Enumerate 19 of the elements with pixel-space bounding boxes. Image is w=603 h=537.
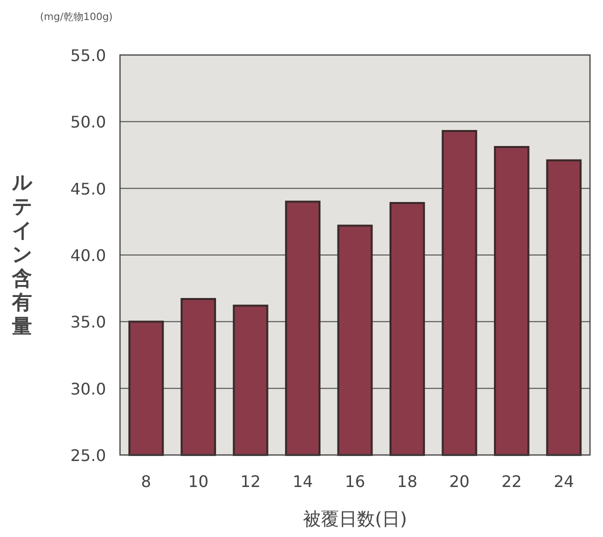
x-tick-label: 16 xyxy=(344,472,366,491)
x-axis-title: 被覆日数(日) xyxy=(302,509,408,530)
x-tick-label: 20 xyxy=(449,472,470,491)
y-tick-label: 40.0 xyxy=(70,246,106,265)
y-tick-label: 35.0 xyxy=(70,312,106,332)
x-tick-label: 8 xyxy=(141,472,152,491)
y-tick-label: 25.0 xyxy=(70,446,106,465)
y-tick-label: 30.0 xyxy=(70,379,106,398)
y-tick-label: 45.0 xyxy=(70,179,106,198)
y-axis-title: ルテイン含有量 xyxy=(11,170,33,338)
x-tick-label: 10 xyxy=(188,472,209,491)
x-tick-label: 14 xyxy=(292,472,313,491)
y-tick-label: 50.0 xyxy=(70,112,106,132)
x-tick-label: 24 xyxy=(554,472,574,491)
x-tick-label: 12 xyxy=(240,472,261,491)
y-tick-label: 55.0 xyxy=(70,46,106,65)
x-tick-label: 22 xyxy=(501,472,522,491)
x-tick-label: 18 xyxy=(397,472,418,491)
text: (mg/乾物100g) xyxy=(40,11,113,23)
